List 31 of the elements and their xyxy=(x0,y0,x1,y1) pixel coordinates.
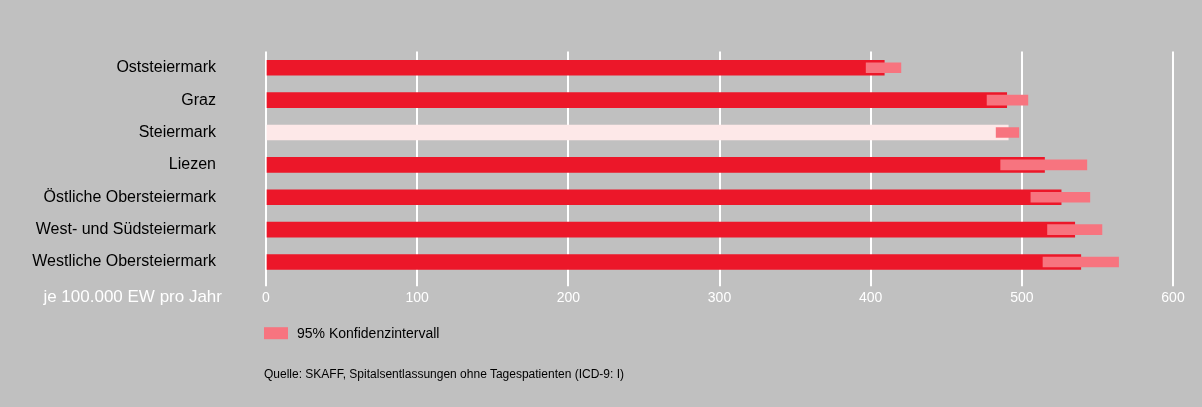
bar xyxy=(266,254,1082,270)
bar xyxy=(995,127,1020,138)
y-tick-label: Liezen xyxy=(168,155,216,173)
bar xyxy=(266,59,885,76)
bar xyxy=(266,157,1045,173)
bar xyxy=(1000,159,1088,171)
y-tick-label: Graz xyxy=(181,90,216,108)
y-tick-label: Steiermark xyxy=(138,122,217,140)
x-tick-label: 400 xyxy=(858,289,883,306)
bar xyxy=(1042,256,1119,268)
y-tick-label: Westliche Obersteiermark xyxy=(32,252,217,270)
bar xyxy=(1047,224,1103,235)
x-axis-title: je 100.000 EW pro Jahr xyxy=(42,286,223,306)
x-tick-label: 100 xyxy=(405,289,430,306)
y-tick-label: Oststeiermark xyxy=(116,58,217,76)
x-tick-label: 300 xyxy=(707,289,732,306)
x-tick-label: 0 xyxy=(262,289,271,306)
x-tick-label: 500 xyxy=(1010,289,1034,306)
legend-label: 95% Konfidenzintervall xyxy=(297,325,440,342)
bar xyxy=(986,94,1029,106)
bar xyxy=(266,189,1062,206)
y-tick-label: West- und Südsteiermark xyxy=(35,220,217,238)
source-note: Quelle: SKAFF, Spitalsentlassungen ohne Tagespatienten (ICD-9: I) xyxy=(264,366,624,381)
x-tick-label: 600 xyxy=(1161,289,1185,306)
bar xyxy=(266,124,1009,141)
bar xyxy=(266,92,1008,108)
bar xyxy=(266,221,1076,238)
bar xyxy=(865,62,902,74)
x-tick-label: 200 xyxy=(556,289,581,306)
bar xyxy=(1030,191,1091,203)
y-tick-label: Östliche Obersteiermark xyxy=(43,187,217,205)
